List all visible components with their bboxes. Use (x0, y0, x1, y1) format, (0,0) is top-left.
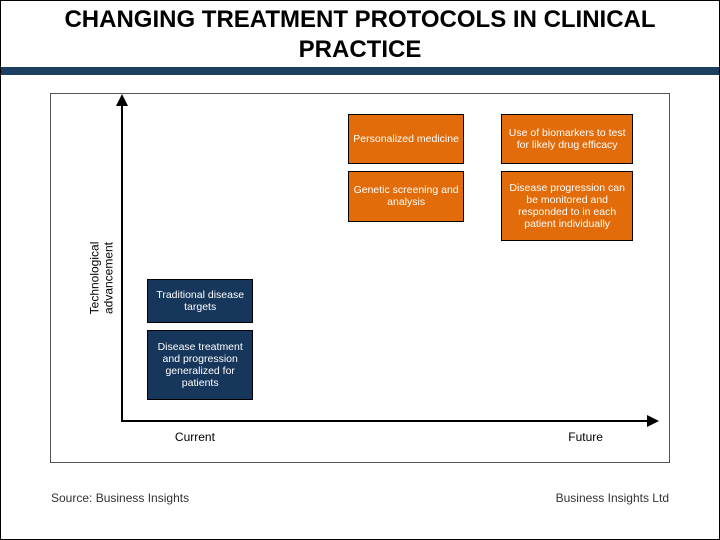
chart-frame: Technological advancement Traditional di… (50, 93, 670, 463)
diagram-box: Use of biomarkers to test for likely dru… (501, 114, 633, 165)
diagram-box: Personalized medicine (348, 114, 464, 165)
y-axis (121, 104, 123, 422)
diagram-box: Disease treatment and progression genera… (147, 330, 253, 400)
y-axis-label: Technological advancement (87, 242, 115, 315)
footer: Source: Business Insights Business Insig… (51, 491, 669, 505)
diagram-box: Traditional disease targets (147, 279, 253, 324)
diagram-box: Genetic screening and analysis (348, 171, 464, 222)
brand-label: Business Insights Ltd (556, 491, 669, 505)
y-axis-arrow-icon (116, 94, 128, 106)
title-bar: CHANGING TREATMENT PROTOCOLS IN CLINICAL… (1, 1, 719, 75)
diagram-box: Disease progression can be monitored and… (501, 171, 633, 241)
x-tick-label: Current (175, 430, 215, 444)
plot-area: Traditional disease targets Disease treat… (121, 104, 649, 422)
x-tick-label: Future (568, 430, 603, 444)
x-axis (121, 420, 649, 422)
page-title: CHANGING TREATMENT PROTOCOLS IN CLINICAL… (1, 1, 719, 67)
source-label: Source: Business Insights (51, 491, 189, 505)
x-axis-arrow-icon (647, 415, 659, 427)
